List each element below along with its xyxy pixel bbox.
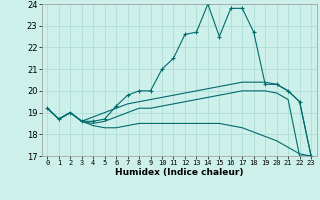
X-axis label: Humidex (Indice chaleur): Humidex (Indice chaleur): [115, 168, 244, 177]
